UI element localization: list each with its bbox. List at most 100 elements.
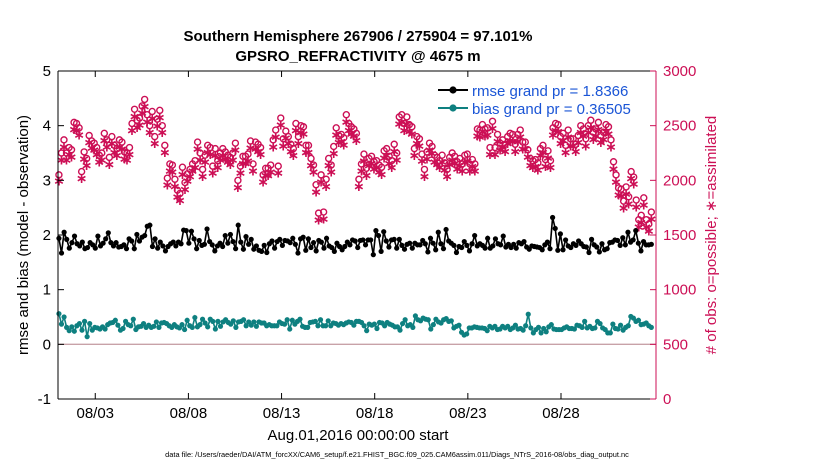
- bias-point: [287, 326, 293, 332]
- bias-point: [199, 316, 206, 322]
- obs-possible-point: [145, 121, 154, 130]
- obs-assimilated-point: ∗: [187, 163, 199, 179]
- bias-point: [181, 326, 188, 333]
- obs-assimilated-point: ∗: [555, 136, 567, 152]
- obs-assimilated-point: ∗: [194, 153, 206, 169]
- rmse-point: [129, 238, 135, 244]
- obs-possible-point: [559, 129, 567, 138]
- obs-assimilated-point: ∗: [159, 145, 171, 161]
- obs-possible-point: [100, 129, 109, 138]
- obs-possible-point: [314, 209, 323, 217]
- rmse-point: [238, 239, 244, 245]
- obs-assimilated-point: ∗: [288, 148, 300, 164]
- bias-point: [69, 324, 75, 330]
- series-obs-possible: [55, 95, 656, 228]
- bias-point: [189, 324, 195, 330]
- obs-assimilated-point: ∗: [71, 123, 83, 139]
- obs-possible-point: [259, 171, 267, 179]
- obs-possible-point: [607, 136, 615, 144]
- series-layer: ∗∗∗∗∗∗∗∗∗∗∗∗∗∗∗∗∗∗∗∗∗∗∗∗∗∗∗∗∗∗∗∗∗∗∗∗∗∗∗∗…: [53, 95, 657, 340]
- rmse-point: [588, 236, 595, 242]
- rmse-point: [635, 240, 641, 246]
- obs-assimilated-point: ∗: [308, 165, 320, 181]
- rmse-point: [401, 246, 408, 252]
- x-tick-label: 08/28: [542, 405, 580, 422]
- obs-assimilated-point: ∗: [461, 154, 473, 170]
- obs-assimilated-point: ∗: [454, 158, 466, 174]
- obs-assimilated-point: ∗: [81, 158, 93, 174]
- chart-title-line-1: Southern Hemisphere 267906 / 275904 = 97…: [184, 28, 533, 45]
- bias-point: [456, 322, 462, 328]
- obs-possible-point: [403, 113, 411, 121]
- obs-possible-point: [393, 149, 401, 157]
- obs-possible-point: [201, 151, 209, 159]
- obs-assimilated-point: ∗: [167, 165, 179, 181]
- rmse-point: [586, 249, 592, 256]
- obs-assimilated-point: ∗: [582, 125, 594, 141]
- obs-possible-point: [410, 144, 419, 153]
- obs-assimilated-point: ∗: [643, 224, 655, 240]
- obs-possible-point: [377, 163, 386, 171]
- obs-assimilated-point: ∗: [552, 124, 564, 140]
- obs-possible-point: [483, 124, 492, 132]
- bias-point: [582, 318, 588, 324]
- obs-assimilated-point: ∗: [620, 186, 632, 202]
- obs-possible-point: [387, 156, 396, 165]
- bias-point: [130, 316, 136, 322]
- obs-assimilated-point: ∗: [257, 174, 269, 190]
- x-tick-label: 08/23: [449, 405, 487, 422]
- obs-assimilated-point: ∗: [608, 161, 620, 177]
- obs-possible-point: [261, 164, 270, 173]
- obs-assimilated-point: ∗: [265, 165, 277, 181]
- bias-point: [397, 327, 403, 333]
- rmse-point: [383, 238, 389, 244]
- obs-possible-point: [198, 165, 207, 174]
- obs-assimilated-point: ∗: [154, 110, 166, 126]
- obs-assimilated-point: ∗: [109, 145, 121, 161]
- obs-possible-point: [423, 148, 431, 156]
- bias-point: [425, 317, 431, 323]
- rmse-point: [308, 244, 314, 251]
- obs-possible-point: [256, 143, 265, 152]
- legend: rmse grand pr = 1.8366 bias grand pr = 0…: [438, 83, 631, 118]
- rmse-point: [438, 241, 444, 247]
- obs-possible-point: [135, 114, 144, 122]
- obs-possible-point: [342, 111, 351, 119]
- obs-possible-point: [561, 141, 570, 150]
- rmse-point: [246, 241, 252, 247]
- rmse-point: [386, 244, 392, 250]
- obs-possible-point: [324, 154, 333, 163]
- rmse-point: [220, 243, 226, 250]
- bias-point: [102, 326, 108, 332]
- obs-possible-point: [516, 126, 524, 134]
- x-tick-label: 08/08: [170, 405, 208, 422]
- obs-assimilated-point: ∗: [303, 145, 315, 161]
- obs-assimilated-point: ∗: [436, 155, 448, 171]
- obs-possible-point: [443, 165, 451, 174]
- rmse-point: [407, 240, 413, 246]
- series-rmse: [56, 214, 654, 258]
- obs-possible-point: [317, 171, 325, 179]
- obs-assimilated-point: ∗: [386, 160, 398, 176]
- obs-assimilated-point: ∗: [262, 168, 274, 184]
- rmse-point: [453, 249, 460, 256]
- bias-point: [205, 324, 211, 330]
- obs-possible-point: [645, 220, 653, 228]
- obs-possible-point: [622, 183, 630, 191]
- obs-possible-point: [191, 156, 199, 165]
- obs-possible-point: [244, 150, 252, 158]
- rmse-point: [373, 228, 379, 234]
- obs-assimilated-point: ∗: [330, 127, 342, 143]
- rmse-point: [295, 250, 301, 256]
- obs-possible-point: [594, 118, 603, 127]
- rmse-point: [472, 232, 478, 239]
- obs-assimilated-point: ∗: [351, 133, 363, 149]
- obs-assimilated-point: ∗: [414, 138, 426, 154]
- obs-assimilated-point: ∗: [603, 126, 615, 142]
- obs-assimilated-point: ∗: [348, 129, 360, 145]
- bias-point: [179, 322, 185, 328]
- obs-assimilated-point: ∗: [459, 155, 471, 171]
- obs-possible-point: [214, 156, 222, 165]
- rmse-point: [381, 229, 387, 235]
- obs-assimilated-point: ∗: [426, 146, 438, 162]
